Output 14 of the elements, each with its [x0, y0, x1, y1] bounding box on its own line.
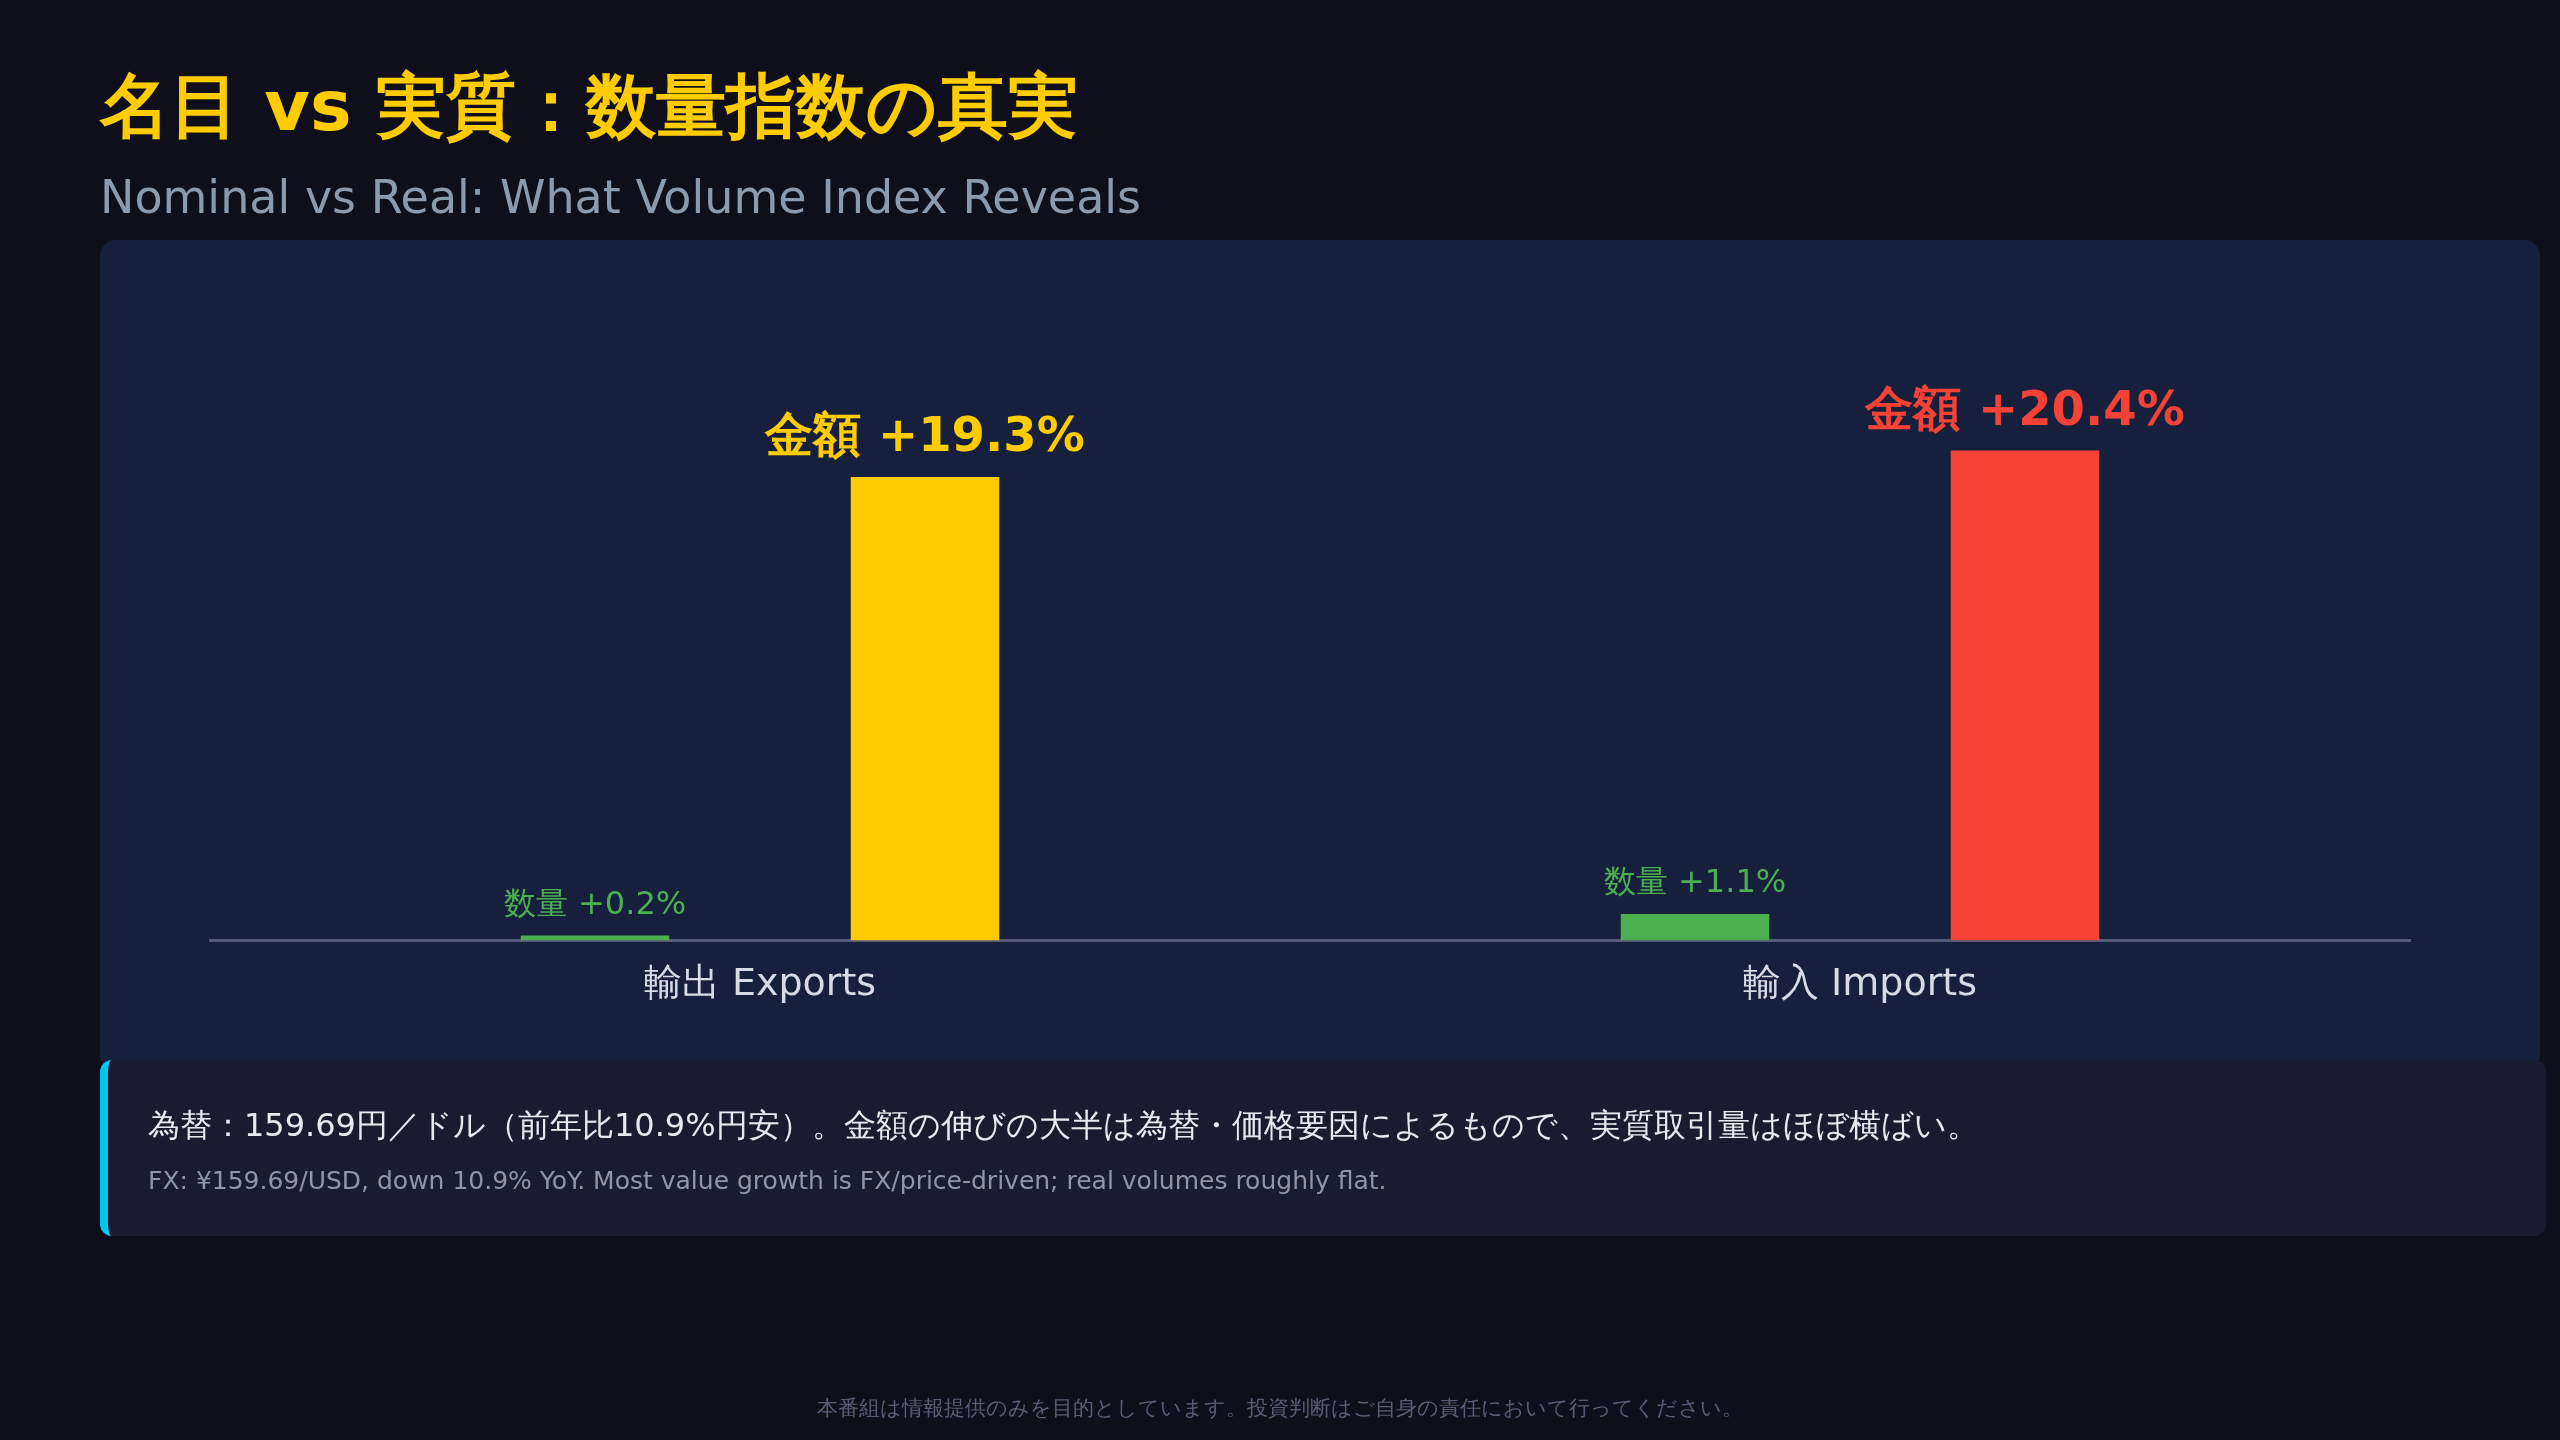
data-label: 数量 +1.1% — [1603, 862, 1787, 901]
x-tick-label: 輸出 Exports — [643, 960, 877, 1005]
data-label: 数量 +0.2% — [503, 883, 687, 922]
bar — [850, 476, 1000, 941]
bar — [1620, 913, 1770, 941]
data-label: 金額 +20.4% — [1864, 379, 2185, 436]
bar — [1950, 450, 2100, 941]
x-tick-label: 輸入 Imports — [1743, 960, 1977, 1005]
chart-title: 名目 vs 実質：数量指数の真実 — [100, 64, 1079, 149]
data-label: 金額 +19.3% — [764, 406, 1085, 463]
chart-subtitle: Nominal vs Real: What Volume Index Reveals — [100, 170, 1142, 224]
text: FX: ¥159.69/USD, down 10.9% YoY. Most value growth is FX/price-driven; real volumes roughly flat. — [148, 1166, 1388, 1195]
text: 為替：159.69円／ドル（前年比10.9%円安）。金額の伸びの大半は為替・価格要因によるもので、実質取引量はほぼ横ばい。 — [148, 1105, 1980, 1146]
text: 本番組は情報提供のみを目的としています。投資判断はご自身の責任において行ってください。 — [816, 1395, 1744, 1422]
